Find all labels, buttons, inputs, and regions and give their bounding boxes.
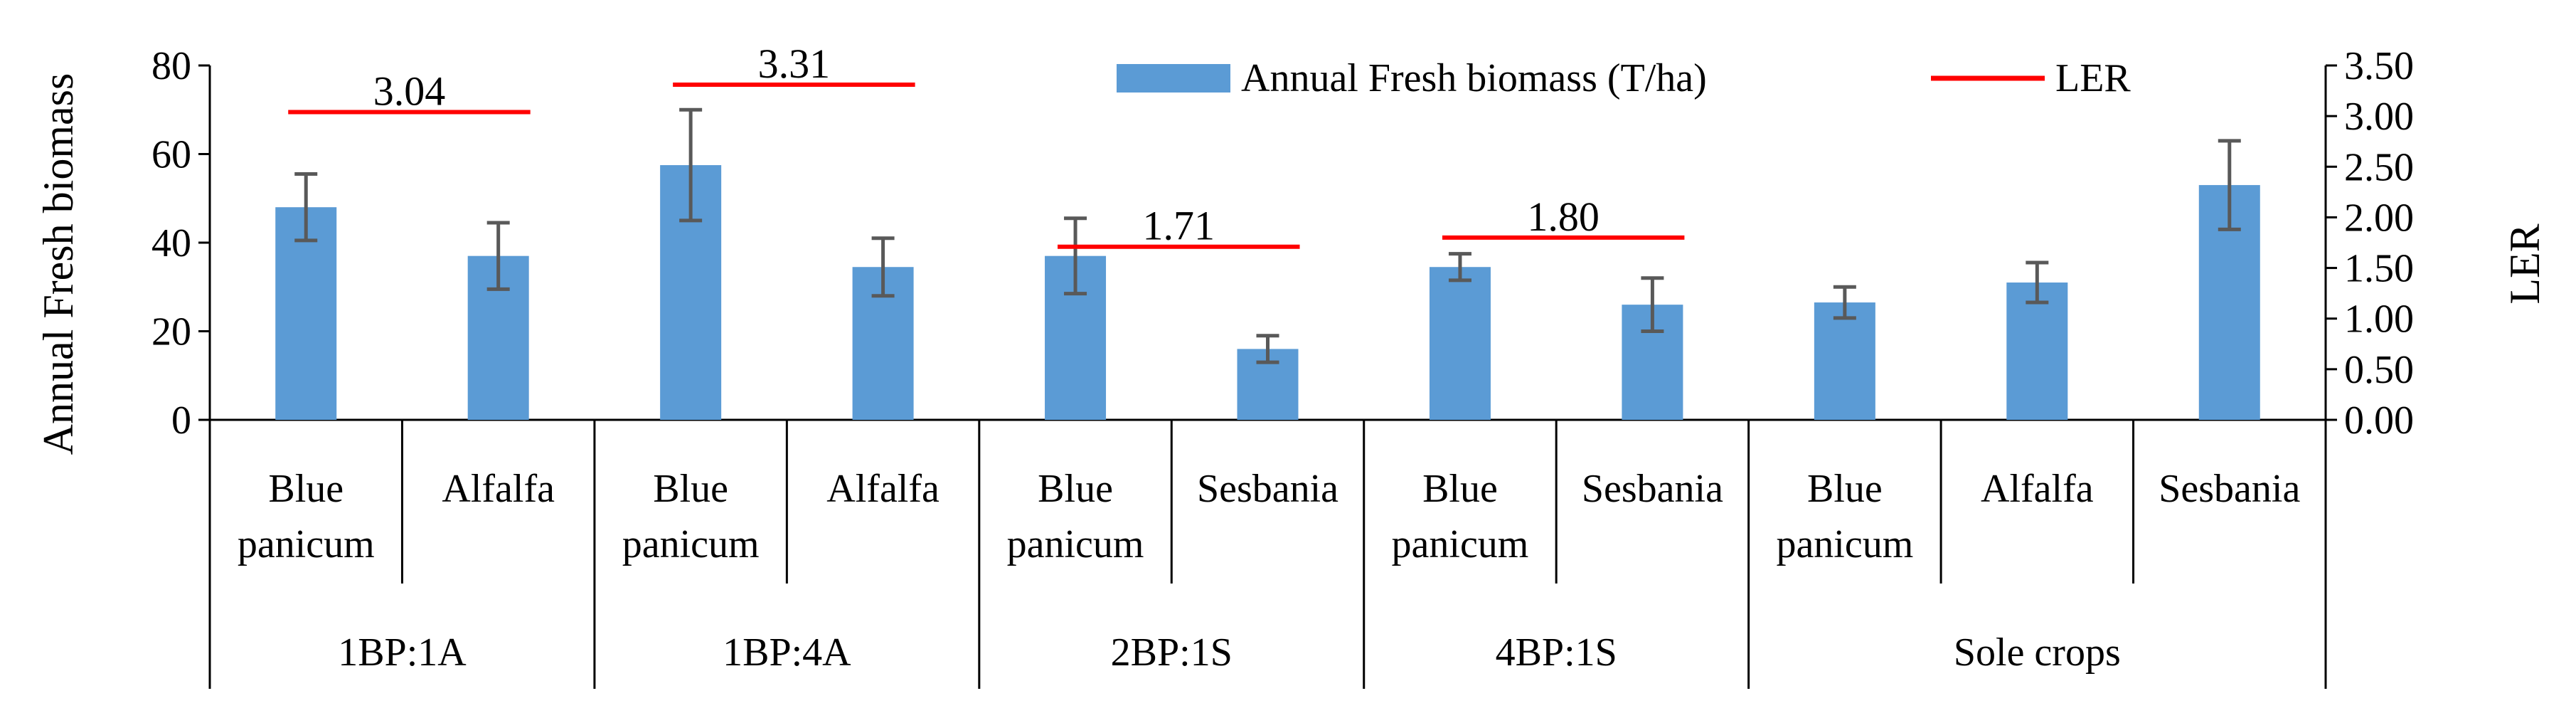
group-label: Sole crops	[1954, 630, 2121, 675]
y-tick-label: 40	[151, 221, 191, 265]
group-label: 1BP:1A	[338, 630, 467, 675]
category-label: Sesbania	[2159, 467, 2300, 511]
y-tick-label: 80	[151, 44, 191, 88]
ler-value-label: 3.31	[758, 41, 831, 87]
category-label: Sesbania	[1582, 467, 1723, 511]
category-label: Alfalfa	[442, 467, 555, 511]
ler-value-label: 1.80	[1527, 194, 1600, 240]
category-label: Blue	[1807, 467, 1883, 511]
bar-Sole crops-Alfalfa	[2006, 283, 2068, 420]
legend-bar-label: Annual Fresh biomass (T/ha)	[1241, 56, 1707, 100]
bar-Sole crops-Blue-panicum	[1814, 302, 1875, 420]
category-label: panicum	[622, 522, 760, 566]
category-label: Alfalfa	[1981, 467, 2094, 511]
category-label: Alfalfa	[826, 467, 940, 511]
legend-bar-swatch	[1117, 64, 1230, 93]
category-label: panicum	[1007, 522, 1144, 566]
group-label: 1BP:4A	[723, 630, 851, 675]
y2-tick-label: 3.50	[2344, 44, 2414, 88]
y-axis-title: Annual Fresh biomass	[35, 73, 82, 455]
y2-tick-label: 0.50	[2344, 348, 2414, 392]
category-label: Sesbania	[1197, 467, 1338, 511]
y2-tick-label: 3.00	[2344, 95, 2414, 139]
y-tick-label: 20	[151, 310, 191, 354]
y2-tick-label: 0.00	[2344, 398, 2414, 443]
y2-tick-label: 2.50	[2344, 145, 2414, 189]
ler-value-label: 1.71	[1143, 203, 1215, 249]
y-tick-label: 60	[151, 133, 191, 177]
group-label: 2BP:1S	[1111, 630, 1233, 675]
category-label: panicum	[1776, 522, 1913, 566]
category-label: Blue	[1038, 467, 1113, 511]
bar-4BP:1S-Blue-panicum	[1429, 267, 1491, 420]
legend-ler-label: LER	[2055, 56, 2131, 100]
y2-tick-label: 1.50	[2344, 247, 2414, 291]
group-label: 4BP:1S	[1496, 630, 1617, 675]
category-label: panicum	[238, 522, 375, 566]
y2-tick-label: 2.00	[2344, 196, 2414, 240]
y2-tick-label: 1.00	[2344, 297, 2414, 342]
y2-axis-title: LER	[2501, 223, 2548, 304]
category-label: Blue	[653, 467, 728, 511]
y-tick-label: 0	[171, 398, 191, 443]
category-label: Blue	[268, 467, 344, 511]
bar-1BP:1A-Blue-panicum	[275, 207, 337, 420]
category-label: panicum	[1392, 522, 1529, 566]
category-label: Blue	[1422, 467, 1498, 511]
ler-value-label: 3.04	[373, 68, 446, 114]
